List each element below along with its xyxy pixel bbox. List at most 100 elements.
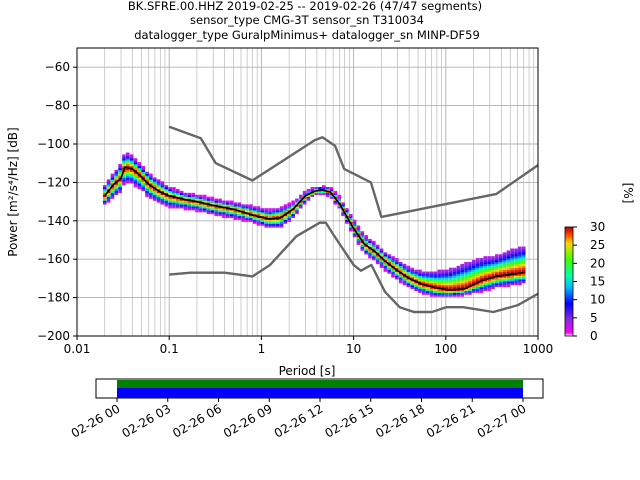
psd-histogram-cell	[379, 248, 384, 251]
psd-histogram-cell	[510, 254, 514, 257]
psd-histogram-cell	[149, 175, 153, 178]
psd-histogram-cell	[364, 250, 368, 253]
psd-histogram-cell	[256, 221, 261, 224]
psd-histogram-cell	[506, 275, 511, 278]
psd-histogram-cell	[118, 165, 122, 169]
psd-histogram-cell	[122, 173, 126, 176]
psd-histogram-cell	[279, 210, 284, 213]
psd-histogram-cell	[421, 286, 426, 290]
psd-histogram-cell	[364, 236, 368, 240]
psd-histogram-cell	[375, 261, 380, 265]
psd-histogram-cell	[429, 279, 434, 282]
psd-histogram-cell	[479, 281, 484, 284]
psd-histogram-cell	[145, 188, 149, 192]
psd-histogram-cell	[183, 196, 188, 199]
psd-histogram-cell	[491, 258, 495, 261]
psd-histogram-cell	[518, 265, 522, 268]
psd-histogram-cell	[298, 202, 303, 205]
psd-histogram-cell	[133, 158, 138, 161]
psd-histogram-cell	[126, 158, 130, 161]
psd-histogram-cell	[126, 164, 130, 167]
psd-histogram-cell	[102, 185, 107, 188]
psd-histogram-cell	[287, 212, 292, 215]
psd-histogram-cell	[437, 279, 441, 282]
psd-histogram-cell	[445, 279, 449, 282]
psd-histogram-cell	[391, 256, 395, 259]
psd-histogram-cell	[156, 200, 161, 203]
psd-histogram-cell	[521, 275, 526, 278]
psd-histogram-cell	[421, 273, 426, 276]
psd-histogram-cell	[383, 265, 388, 268]
psd-histogram-cell	[471, 267, 476, 270]
psd-histogram-cell	[129, 160, 134, 163]
psd-histogram-cell	[199, 198, 203, 201]
psd-histogram-cell	[429, 288, 434, 292]
psd-histogram-cell	[395, 273, 399, 276]
psd-histogram-cell	[402, 281, 407, 284]
psd-histogram-cell	[145, 192, 149, 196]
psd-histogram-cell	[225, 212, 230, 215]
psd-histogram-cell	[210, 210, 215, 213]
psd-histogram-cell	[141, 165, 145, 169]
psd-histogram-cell	[502, 254, 507, 257]
psd-histogram-cell	[471, 269, 476, 272]
psd-histogram-cell	[495, 254, 499, 257]
psd-histogram-cell	[298, 196, 303, 199]
psd-histogram-cell	[502, 277, 507, 280]
psd-histogram-cell	[495, 260, 499, 263]
psd-histogram-cell	[195, 210, 199, 213]
psd-histogram-cell	[222, 204, 226, 207]
psd-histogram-cell	[387, 260, 391, 263]
psd-histogram-cell	[241, 212, 245, 215]
psd-histogram-cell	[491, 279, 495, 282]
psd-histogram-cell	[418, 273, 422, 276]
psd-histogram-cell	[391, 275, 395, 278]
psd-histogram-cell	[106, 194, 111, 197]
psd-histogram-cell	[129, 173, 134, 176]
psd-histogram-cell	[521, 279, 526, 282]
psd-histogram-cell	[502, 279, 507, 282]
psd-histogram-cell	[145, 190, 149, 194]
psd-histogram-cell	[337, 194, 342, 197]
psd-histogram-cell	[306, 198, 311, 201]
psd-histogram-cell	[206, 210, 211, 213]
psd-histogram-cell	[164, 196, 169, 199]
psd-histogram-cell	[391, 267, 395, 270]
psd-histogram-cell	[468, 279, 472, 282]
psd-histogram-cell	[202, 204, 207, 207]
psd-histogram-cell	[429, 271, 434, 274]
psd-histogram-cell	[521, 265, 526, 268]
psd-histogram-cell	[410, 269, 415, 272]
psd-histogram-cell	[352, 221, 357, 224]
psd-histogram-cell	[141, 167, 145, 171]
psd-histogram-cell	[214, 202, 219, 205]
psd-histogram-cell	[479, 260, 484, 263]
psd-histogram-cell	[110, 183, 115, 186]
psd-histogram-cell	[364, 252, 368, 255]
psd-histogram-cell	[122, 164, 126, 167]
psd-histogram-cell	[164, 187, 169, 190]
psd-histogram-cell	[518, 273, 522, 276]
psd-histogram-cell	[368, 238, 372, 242]
psd-histogram-cell	[175, 192, 180, 196]
psd-histogram-cell	[375, 250, 380, 253]
high-noise-model-line	[168, 125, 539, 219]
psd-histogram-cell	[460, 283, 465, 286]
psd-histogram-cell	[341, 212, 345, 215]
psd-histogram-cell	[502, 269, 507, 272]
psd-histogram-cell	[195, 198, 199, 201]
psd-histogram-cell	[160, 200, 165, 203]
psd-histogram-cell	[460, 277, 465, 280]
psd-histogram-cell	[245, 215, 249, 219]
psd-histogram-cell	[460, 288, 465, 292]
psd-histogram-cell	[126, 181, 130, 184]
psd-histogram-cell	[479, 267, 484, 270]
coverage-tick-label: 02-26 12	[272, 401, 326, 440]
psd-histogram-cell	[418, 279, 422, 282]
psd-histogram-cell	[256, 206, 261, 209]
psd-histogram-cell	[402, 265, 407, 268]
psd-histogram-cell	[487, 261, 491, 265]
psd-histogram-cell	[352, 219, 357, 222]
psd-histogram-cell	[468, 283, 472, 286]
